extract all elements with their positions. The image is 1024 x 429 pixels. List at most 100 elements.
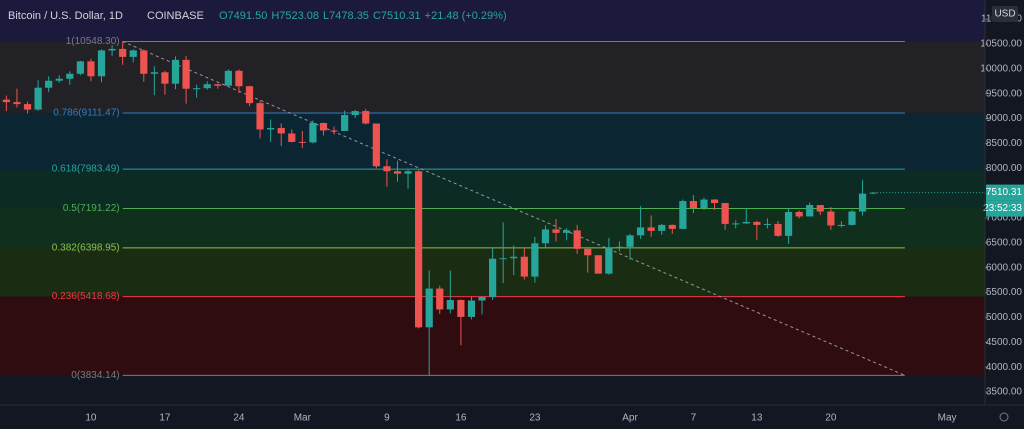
candle-body xyxy=(827,211,835,226)
y-tick-label: 10000.00 xyxy=(980,63,1022,74)
y-tick-label: 10500.00 xyxy=(980,39,1022,50)
currency-button[interactable] xyxy=(992,6,1018,22)
candle-body xyxy=(531,243,539,277)
x-tick-label: Mar xyxy=(294,413,312,424)
candle-body xyxy=(13,102,21,105)
candle-body xyxy=(425,288,433,328)
candle-body xyxy=(626,235,634,247)
x-tick-label: 20 xyxy=(825,413,837,424)
exchange: COINBASE xyxy=(147,10,204,22)
candle-body xyxy=(679,201,687,229)
candle-body xyxy=(584,248,592,256)
x-tick-label: 23 xyxy=(529,413,541,424)
candle-body xyxy=(774,223,782,236)
candle-body xyxy=(119,48,127,57)
candle-body xyxy=(309,123,317,143)
candle-body xyxy=(404,171,412,174)
settings-icon[interactable] xyxy=(999,412,1009,422)
candle-body xyxy=(478,297,486,301)
candle-body xyxy=(66,73,74,79)
candle-body xyxy=(87,61,95,77)
header: Bitcoin / U.S. Dollar, 1D COINBASE O7491… xyxy=(8,10,507,22)
x-tick-label: 17 xyxy=(159,413,171,424)
fib-label: 0(3834.14) xyxy=(71,370,119,381)
fib-bands: 1(10548.30) 0.786(9111.47) 0.618(7983.49) 0… xyxy=(0,0,985,381)
fib-label: 0.382(6398.95) xyxy=(52,242,120,253)
candle-body xyxy=(362,111,370,124)
candle-body xyxy=(710,199,719,204)
candle-body xyxy=(446,299,454,310)
y-tick-label: 3500.00 xyxy=(986,387,1023,398)
candle-body xyxy=(245,86,254,104)
candle-body xyxy=(869,192,877,194)
candle-body xyxy=(467,300,476,317)
y-tick-label: 6500.00 xyxy=(986,237,1023,248)
y-tick-label: 7000.00 xyxy=(986,213,1023,224)
candle-body xyxy=(203,84,211,89)
countdown-tag xyxy=(986,200,1024,217)
fib-band xyxy=(0,41,985,113)
fib-label: 0.5(7191.22) xyxy=(63,203,120,214)
candle-body xyxy=(55,78,63,81)
fib-band xyxy=(0,296,985,376)
fib-label: 0.786(9111.47) xyxy=(53,108,119,119)
x-tick-label: 7 xyxy=(691,413,697,424)
fib-label: 0.236(5418.68) xyxy=(52,291,120,302)
candle-body xyxy=(235,70,243,87)
candle-body xyxy=(393,171,402,174)
candle-body xyxy=(489,258,497,298)
candle-body xyxy=(436,288,444,310)
x-tick-label: 13 xyxy=(751,413,763,424)
candle-body xyxy=(784,211,793,236)
candle-body xyxy=(605,247,613,274)
candle-body xyxy=(732,223,740,225)
y-tick-label: 5500.00 xyxy=(986,287,1023,298)
candle-body xyxy=(806,205,814,217)
candle-body xyxy=(552,229,560,233)
candle-body xyxy=(837,224,846,226)
price-tag xyxy=(986,184,1024,201)
candle-body xyxy=(499,258,507,260)
candle-body xyxy=(753,221,761,225)
candle-body xyxy=(224,70,232,86)
candle-body xyxy=(689,201,698,209)
candle-body xyxy=(319,123,328,131)
candle-body xyxy=(341,115,349,131)
fib-label: 0.618(7983.49) xyxy=(52,164,120,175)
candle-body xyxy=(214,84,222,86)
candle-body xyxy=(615,246,624,248)
candle-body xyxy=(97,50,106,77)
y-tick-label: 5000.00 xyxy=(986,312,1023,323)
fib-label: 1(10548.30) xyxy=(66,36,120,47)
candle-body xyxy=(23,104,32,110)
y-tick-label: 8500.00 xyxy=(986,138,1023,149)
y-tick-label: 8000.00 xyxy=(986,163,1023,174)
candle-body xyxy=(795,211,803,217)
fib-band xyxy=(0,0,985,42)
candle-body xyxy=(541,229,550,244)
candle-body xyxy=(636,227,645,236)
y-tick-label: 9000.00 xyxy=(986,113,1023,124)
candle-body xyxy=(742,221,750,224)
candle-body xyxy=(562,230,571,233)
candle-body xyxy=(721,203,729,224)
candle-body xyxy=(848,211,856,225)
fib-band xyxy=(0,208,985,248)
currency-label: USD xyxy=(994,9,1015,20)
candle-body xyxy=(256,103,264,130)
fib-band xyxy=(0,169,985,209)
candle-body xyxy=(816,205,824,212)
candle-body xyxy=(108,48,116,51)
candle-body xyxy=(668,224,676,229)
candle-body xyxy=(76,61,84,74)
countdown-label: 23:52:33 xyxy=(983,203,1022,214)
fib-band xyxy=(0,112,985,170)
candle-body xyxy=(658,224,666,231)
ohlc-value: H7523.08 xyxy=(271,10,319,22)
x-tick-label: 9 xyxy=(384,413,390,424)
ohlc-legend: O7491.50 H7523.08 L7478.35 C7510.31 +21.48 (… xyxy=(219,10,507,22)
candle-body xyxy=(140,50,148,74)
candle-body xyxy=(647,227,655,231)
